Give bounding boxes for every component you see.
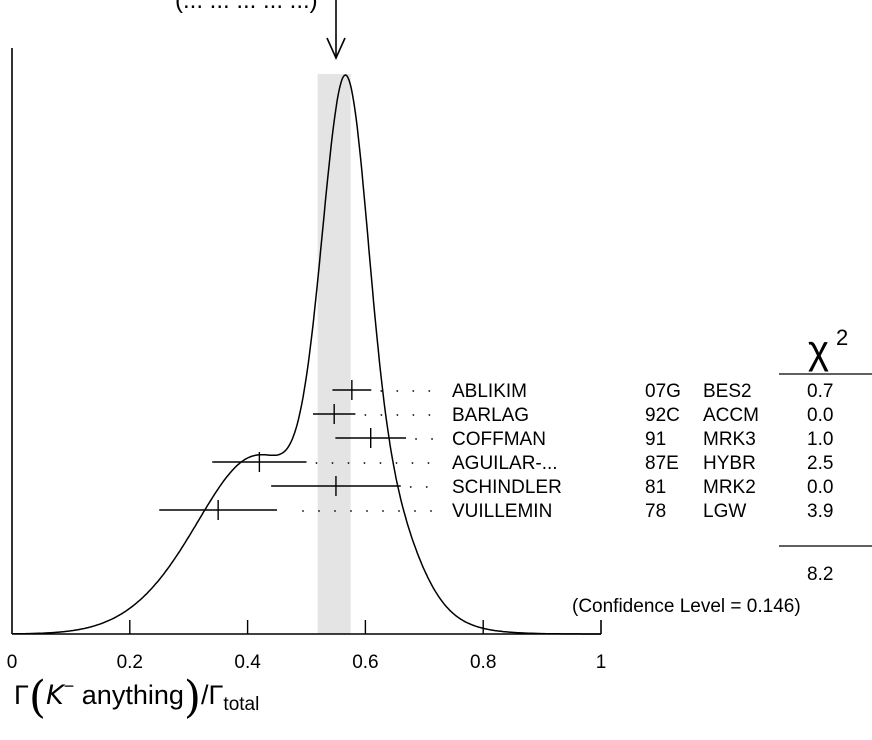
- technique-label: BES2: [703, 381, 752, 402]
- confidence-level: (Confidence Level = 0.146): [572, 596, 801, 617]
- leader-dot: [382, 510, 384, 512]
- leader-dot: [415, 438, 417, 440]
- leader-dot: [411, 462, 414, 464]
- chi2-value: 1.0: [807, 429, 833, 450]
- measurement-row: ABLIKIM 07G BES2 0.7: [332, 380, 833, 402]
- chi2-value: 0.0: [807, 405, 833, 426]
- technique-label: MRK3: [703, 429, 756, 450]
- leader-dot: [380, 414, 383, 416]
- measurement-row: COFFMAN 91 MRK3 1.0: [335, 428, 833, 450]
- leader-dot: [331, 462, 334, 464]
- ideogram-curve: [12, 74, 601, 635]
- year-label: 81: [645, 477, 666, 498]
- technique-label: LGW: [703, 501, 746, 522]
- measurement-row: SCHINDLER 81 MRK2 0.0: [271, 476, 833, 498]
- author-label: VUILLEMIN: [452, 501, 552, 522]
- chi2-value: 0.7: [807, 381, 833, 402]
- leader-dot: [430, 510, 432, 512]
- x-label-rest: anything: [74, 680, 184, 710]
- chi2-total: 8.2: [807, 564, 833, 585]
- year-label: 07G: [645, 381, 681, 402]
- leader-dot: [398, 510, 400, 512]
- author-label: BARLAG: [452, 405, 529, 426]
- leader-dot: [427, 462, 430, 464]
- measurement-row: BARLAG 92C ACCM 0.0: [312, 404, 833, 426]
- leader-dot: [412, 414, 415, 416]
- leader-dot: [379, 462, 382, 464]
- leader-dot: [334, 510, 336, 512]
- author-label: COFFMAN: [452, 429, 546, 450]
- x-label-charge: −: [63, 676, 75, 696]
- chi2-value: 3.9: [807, 501, 833, 522]
- leader-dot: [425, 486, 428, 488]
- x-tick-label: 0.6: [352, 652, 378, 673]
- leader-dot: [395, 462, 398, 464]
- x-tick-label: 0.2: [117, 652, 143, 673]
- x-tick-label: 0: [7, 652, 18, 673]
- leader-dot: [380, 390, 383, 392]
- leader-dot: [428, 414, 431, 416]
- year-label: 78: [645, 501, 666, 522]
- chi2-value: 0.0: [807, 477, 833, 498]
- leader-dot: [431, 438, 433, 440]
- year-label: 87E: [645, 453, 679, 474]
- author-label: SCHINDLER: [452, 477, 562, 498]
- chi2-header-superscript: 2: [836, 325, 848, 350]
- leader-dot: [350, 510, 352, 512]
- average-band: [317, 74, 351, 634]
- leader-dot: [363, 462, 366, 464]
- measurement-row: VUILLEMIN 78 LGW 3.9: [159, 500, 833, 522]
- author-label: AGUILAR-...: [452, 453, 558, 474]
- x-label-denominator: /Γ: [201, 680, 224, 710]
- year-label: 91: [645, 429, 666, 450]
- leader-dot: [302, 510, 304, 512]
- author-label: ABLIKIM: [452, 381, 527, 402]
- chi2-value: 2.5: [807, 453, 833, 474]
- x-label-particle: K: [46, 680, 64, 711]
- chart-header-text: (... ... ... ... ...): [175, 0, 318, 14]
- leader-dot: [318, 510, 320, 512]
- average-arrow: [326, 0, 346, 60]
- leader-dot: [428, 390, 431, 392]
- chi2-header: χ: [808, 328, 829, 372]
- x-tick-labels: 0 0.2 0.4 0.6 0.8 1: [7, 652, 607, 673]
- technique-label: HYBR: [703, 453, 756, 474]
- year-label: 92C: [645, 405, 680, 426]
- x-label-gamma: Γ: [14, 680, 29, 710]
- x-ticks: [129, 620, 484, 634]
- technique-label: MRK2: [703, 477, 756, 498]
- x-axis-label: Γ(K− anything)/Γtotal: [14, 672, 260, 723]
- leader-dot: [409, 486, 412, 488]
- leader-dot: [414, 510, 416, 512]
- leader-dot: [396, 414, 399, 416]
- measurement-row: AGUILAR-... 87E HYBR 2.5: [212, 452, 833, 474]
- leader-dot: [315, 462, 318, 464]
- x-tick-label: 0.8: [470, 652, 496, 673]
- leader-dot: [366, 510, 368, 512]
- x-tick-label: 0.4: [234, 652, 261, 673]
- leader-dot: [347, 462, 350, 464]
- leader-dot: [364, 414, 367, 416]
- x-label-subscript: total: [223, 694, 260, 715]
- leader-dot: [412, 390, 415, 392]
- technique-label: ACCM: [703, 405, 759, 426]
- x-tick-label: 1: [596, 652, 607, 673]
- leader-dot: [396, 390, 399, 392]
